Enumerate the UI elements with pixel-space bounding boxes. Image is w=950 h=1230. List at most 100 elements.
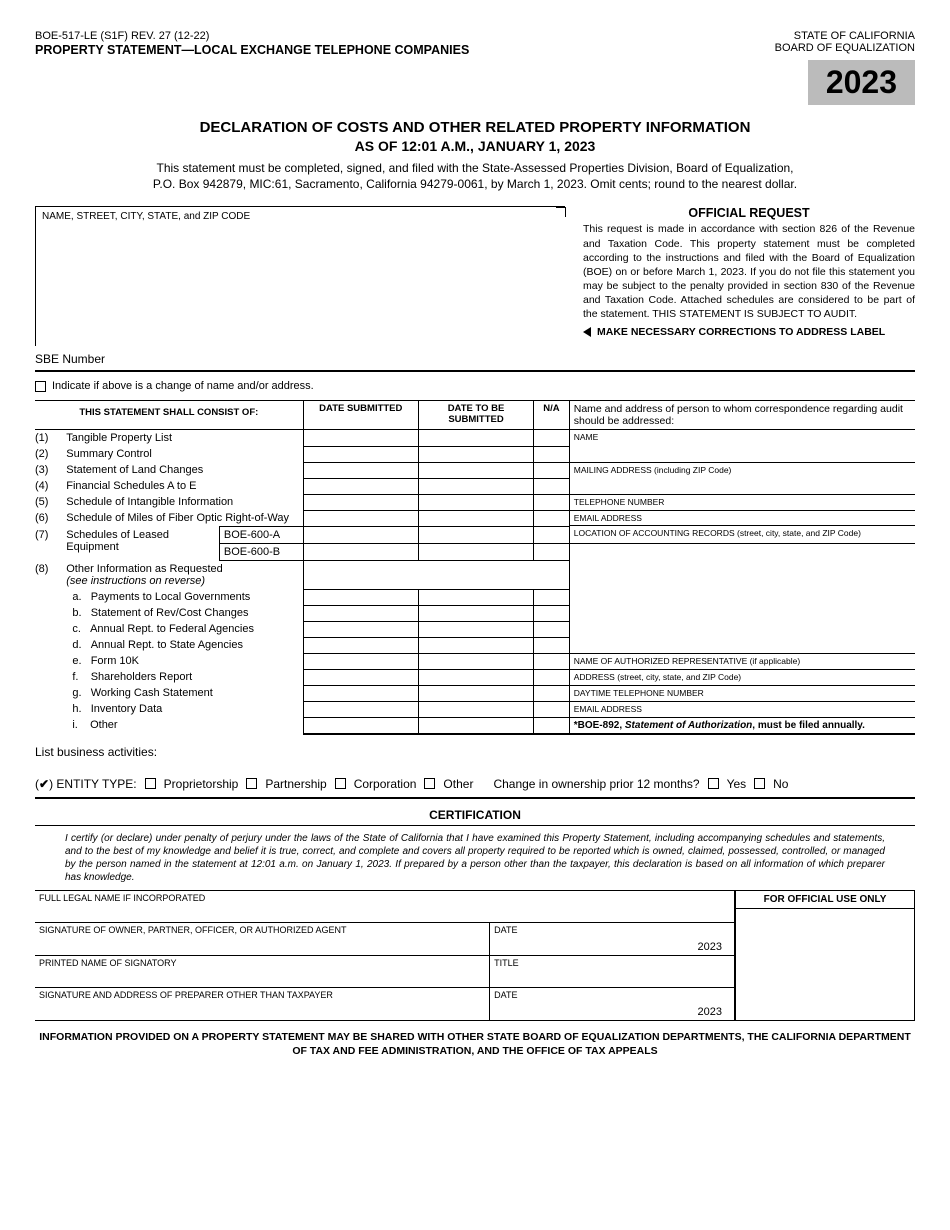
lbl-date-2: DATE (494, 990, 517, 1000)
cell-7a-tobe[interactable] (418, 527, 533, 544)
change-checkbox[interactable] (35, 381, 46, 392)
chk-other[interactable] (424, 778, 435, 789)
cell-h-date[interactable] (303, 701, 418, 717)
cell-i-date[interactable] (303, 717, 418, 734)
cell-g-na[interactable] (534, 685, 570, 701)
chk-corporation[interactable] (335, 778, 346, 789)
cell-d-date[interactable] (303, 637, 418, 653)
cell-1-date[interactable] (303, 430, 418, 447)
field-mail[interactable]: MAILING ADDRESS (including ZIP Code) (569, 462, 915, 494)
lbl-prop: Proprietorship (164, 777, 239, 791)
field-loc-space[interactable] (569, 544, 915, 654)
cell-b-na[interactable] (534, 605, 570, 621)
item-e: e. Form 10K (62, 653, 303, 669)
cell-3-na[interactable] (534, 462, 570, 478)
instr-line-1: This statement must be completed, signed… (35, 160, 915, 176)
chk-yes[interactable] (708, 778, 719, 789)
field-name[interactable]: NAME (569, 430, 915, 463)
cell-d-tobe[interactable] (418, 637, 533, 653)
item-b: b. Statement of Rev/Cost Changes (62, 605, 303, 621)
cell-a-tobe[interactable] (418, 589, 533, 605)
business-activities[interactable]: List business activities: (35, 745, 915, 759)
chk-proprietorship[interactable] (145, 778, 156, 789)
item-num-5: (5) (35, 494, 62, 510)
field-daytel[interactable]: DAYTIME TELEPHONE NUMBER (569, 685, 915, 701)
chk-partnership[interactable] (246, 778, 257, 789)
item-8: Other Information as Requested (see inst… (62, 561, 303, 590)
cell-a-na[interactable] (534, 589, 570, 605)
cell-7b-na[interactable] (534, 544, 570, 561)
cell-f-date[interactable] (303, 669, 418, 685)
field-loc[interactable]: LOCATION OF ACCOUNTING RECORDS (street, … (569, 525, 915, 544)
field-sig-owner[interactable]: SIGNATURE OF OWNER, PARTNER, OFFICER, OR… (35, 922, 490, 955)
cell-6-na[interactable] (534, 510, 570, 527)
item-g: g. Working Cash Statement (62, 685, 303, 701)
cell-b-tobe[interactable] (418, 605, 533, 621)
field-preparer[interactable]: SIGNATURE AND ADDRESS OF PREPARER OTHER … (35, 987, 490, 1020)
indicate-row: Indicate if above is a change of name an… (35, 380, 915, 392)
cell-g-date[interactable] (303, 685, 418, 701)
item-7: Schedules of Leased Equipment (62, 527, 219, 561)
cell-4-date[interactable] (303, 478, 418, 494)
field-date-1[interactable]: DATE2023 (490, 922, 735, 955)
cell-7a-na[interactable] (534, 527, 570, 544)
cell-5-tobe[interactable] (418, 494, 533, 510)
chk-no[interactable] (754, 778, 765, 789)
cell-b-date[interactable] (303, 605, 418, 621)
field-email2[interactable]: EMAIL ADDRESS (569, 701, 915, 717)
cell-d-na[interactable] (534, 637, 570, 653)
header-left: BOE-517-LE (S1F) REV. 27 (12-22) PROPERT… (35, 30, 469, 57)
cell-c-na[interactable] (534, 621, 570, 637)
cell-c-tobe[interactable] (418, 621, 533, 637)
cell-e-tobe[interactable] (418, 653, 533, 669)
item-4: Financial Schedules A to E (62, 478, 303, 494)
cell-2-date[interactable] (303, 446, 418, 462)
item-num-6: (6) (35, 510, 62, 527)
field-title[interactable]: TITLE (490, 955, 735, 987)
cell-1-na[interactable] (534, 430, 570, 447)
cell-g-tobe[interactable] (418, 685, 533, 701)
cell-f-na[interactable] (534, 669, 570, 685)
cell-c-date[interactable] (303, 621, 418, 637)
main-table: THIS STATEMENT SHALL CONSIST OF: DATE SU… (35, 400, 915, 735)
cell-e-na[interactable] (534, 653, 570, 669)
field-addr[interactable]: ADDRESS (street, city, state, and ZIP Co… (569, 669, 915, 685)
cell-3-tobe[interactable] (418, 462, 533, 478)
cell-i-tobe[interactable] (418, 717, 533, 734)
cell-5-date[interactable] (303, 494, 418, 510)
arrow-left-icon (583, 327, 591, 337)
field-rep[interactable]: NAME OF AUTHORIZED REPRESENTATIVE (if ap… (569, 653, 915, 669)
item-6: Schedule of Miles of Fiber Optic Right-o… (62, 510, 303, 527)
field-legal-name[interactable]: FULL LEGAL NAME IF INCORPORATED (35, 890, 735, 922)
cell-6-date[interactable] (303, 510, 418, 527)
field-date-2[interactable]: DATE2023 (490, 987, 735, 1020)
cell-a-date[interactable] (303, 589, 418, 605)
cell-e-date[interactable] (303, 653, 418, 669)
main-title: DECLARATION OF COSTS AND OTHER RELATED P… (35, 119, 915, 136)
cell-7a-date[interactable] (303, 527, 418, 544)
blank-d (35, 637, 62, 653)
address-box[interactable]: NAME, STREET, CITY, STATE, and ZIP CODE (35, 206, 565, 346)
field-email[interactable]: EMAIL ADDRESS (569, 510, 915, 525)
cell-2-na[interactable] (534, 446, 570, 462)
item-7a: BOE-600-A (219, 527, 303, 544)
header-right: STATE OF CALIFORNIA BOARD OF EQUALIZATIO… (775, 30, 915, 105)
cell-1-tobe[interactable] (418, 430, 533, 447)
cell-3-date[interactable] (303, 462, 418, 478)
cell-4-na[interactable] (534, 478, 570, 494)
cell-f-tobe[interactable] (418, 669, 533, 685)
cell-6-tobe[interactable] (418, 510, 533, 527)
item-7b: BOE-600-B (219, 544, 303, 561)
cell-7b-date[interactable] (303, 544, 418, 561)
cell-h-na[interactable] (534, 701, 570, 717)
field-tel[interactable]: TELEPHONE NUMBER (569, 494, 915, 510)
cell-4-tobe[interactable] (418, 478, 533, 494)
cell-h-tobe[interactable] (418, 701, 533, 717)
cell-7b-tobe[interactable] (418, 544, 533, 561)
field-printed-name[interactable]: PRINTED NAME OF SIGNATORY (35, 955, 490, 987)
cell-5-na[interactable] (534, 494, 570, 510)
cell-2-tobe[interactable] (418, 446, 533, 462)
field-boe892: *BOE-892, Statement of Authorization, mu… (569, 717, 915, 734)
cell-i-na[interactable] (534, 717, 570, 734)
col-correspondence: Name and address of person to whom corre… (569, 401, 915, 430)
